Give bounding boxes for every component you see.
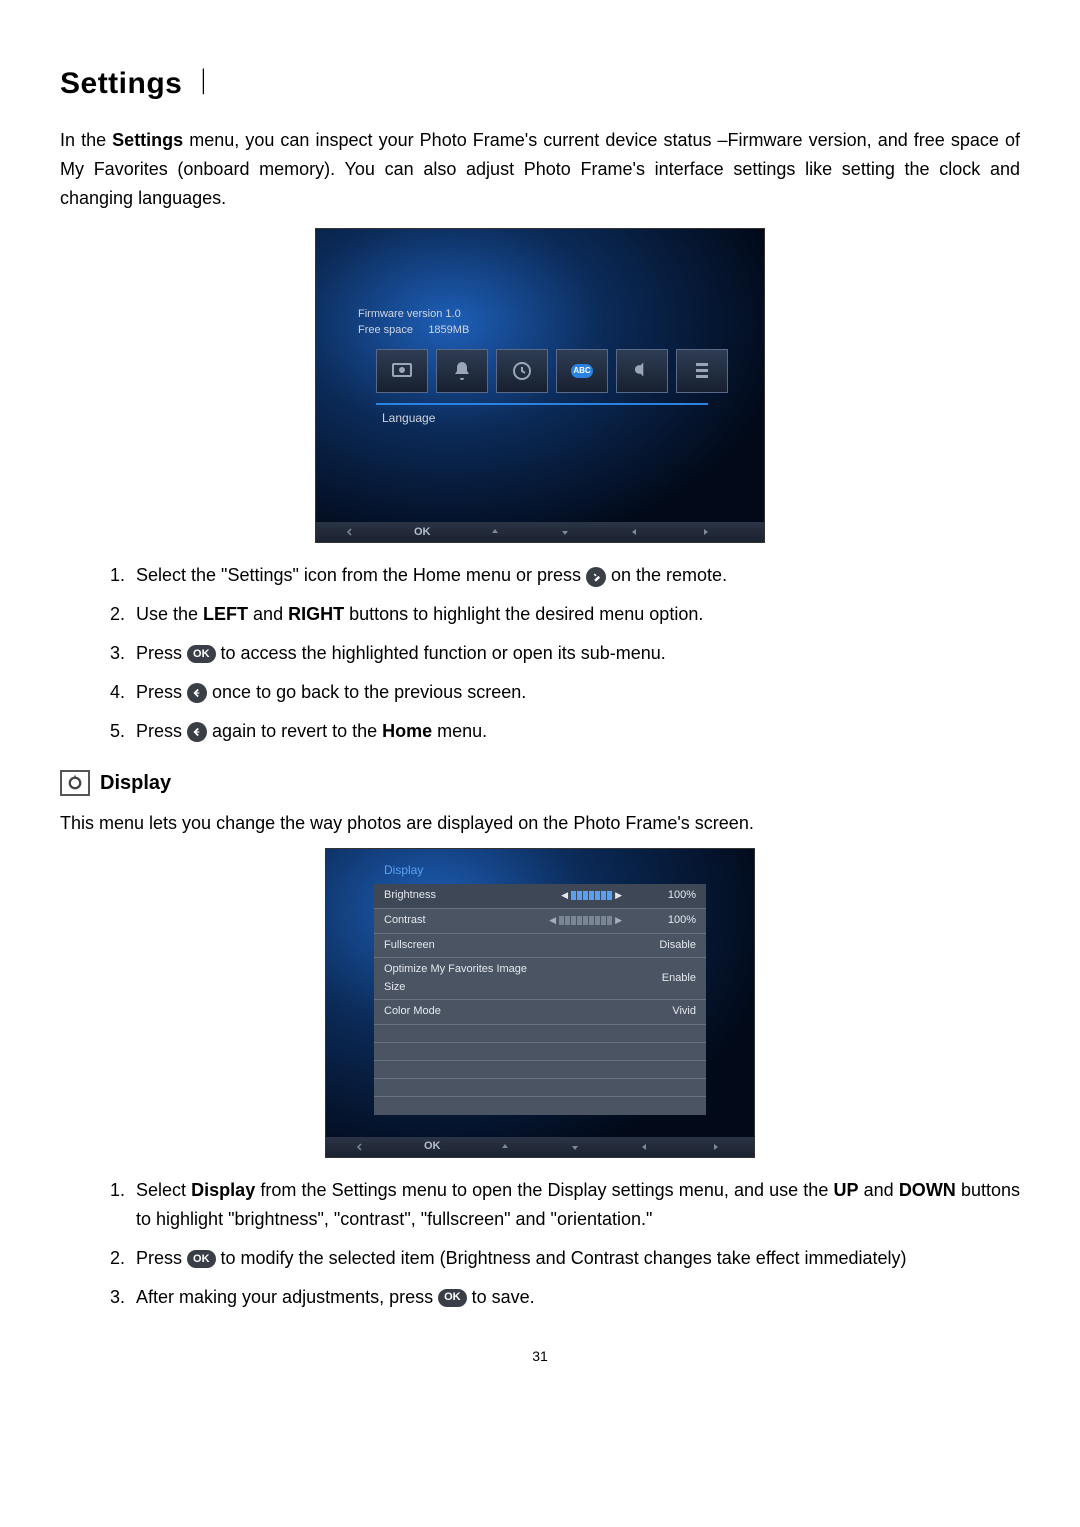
step-5: Press again to revert to the Home menu. [130, 717, 1020, 746]
display-settings-table: Brightness ◀ ▶ 100% Contrast ◀ [374, 884, 706, 1025]
right-arrow-icon [699, 526, 711, 538]
alarm-icon[interactable] [436, 349, 488, 393]
dstep-3: After making your adjustments, press OK … [130, 1283, 1020, 1312]
display-screenshot: Display Brightness ◀ ▶ 100% Contrast [325, 848, 755, 1158]
up-arrow-icon [499, 1141, 511, 1153]
ok-hint: OK [414, 524, 431, 542]
settings-remote-icon [586, 567, 606, 587]
row-contrast[interactable]: Contrast ◀ ▶ 100% [374, 908, 706, 933]
left-arrow-icon [639, 1141, 651, 1153]
step-4: Press once to go back to the previous sc… [130, 678, 1020, 707]
display-intro: This menu lets you change the way photos… [60, 809, 1020, 838]
row-fullscreen[interactable]: Fullscreen Disable [374, 933, 706, 958]
ok-button-icon: OK [187, 645, 216, 663]
settings-steps: Select the "Settings" icon from the Home… [60, 561, 1020, 745]
display-icon[interactable] [376, 349, 428, 393]
step-3: Press OK to access the highlighted funct… [130, 639, 1020, 668]
up-arrow-icon [489, 526, 501, 538]
right-arrow-icon [709, 1141, 721, 1153]
settings-icon-row: ABC [376, 349, 728, 393]
back-icon [344, 526, 356, 538]
page-title: Settings︱ [60, 60, 1020, 108]
step-1: Select the "Settings" icon from the Home… [130, 561, 1020, 590]
bottom-bar-2: OK [326, 1137, 754, 1157]
language-icon[interactable]: ABC [556, 349, 608, 393]
down-arrow-icon [569, 1141, 581, 1153]
ok-button-icon: OK [187, 1250, 216, 1268]
display-steps: Select Display from the Settings menu to… [60, 1176, 1020, 1311]
dstep-1: Select Display from the Settings menu to… [130, 1176, 1020, 1234]
contrast-slider[interactable]: ◀ ▶ [547, 913, 624, 927]
row-brightness[interactable]: Brightness ◀ ▶ 100% [374, 884, 706, 908]
firmware-block: Firmware version 1.0 Free space 1859MB [358, 307, 469, 338]
row-optimize[interactable]: Optimize My Favorites Image Size Enable [374, 958, 706, 1000]
language-label: Language [376, 403, 708, 428]
system-icon[interactable] [676, 349, 728, 393]
audio-icon[interactable] [616, 349, 668, 393]
display-section-heading: Display [60, 767, 1020, 799]
ds-title: Display [374, 859, 706, 884]
back-icon [354, 1141, 366, 1153]
ok-button-icon: OK [438, 1289, 467, 1307]
bottom-bar: OK [316, 522, 764, 542]
step-2: Use the LEFT and RIGHT buttons to highli… [130, 600, 1020, 629]
display-section-icon [60, 770, 90, 796]
left-arrow-icon [629, 526, 641, 538]
down-arrow-icon [559, 526, 571, 538]
settings-screenshot: Firmware version 1.0 Free space 1859MB A… [315, 228, 765, 543]
datetime-icon[interactable] [496, 349, 548, 393]
row-colormode[interactable]: Color Mode Vivid [374, 1000, 706, 1025]
page-number: 31 [60, 1345, 1020, 1367]
intro-paragraph: In the Settings menu, you can inspect yo… [60, 126, 1020, 212]
back-button-icon [187, 722, 207, 742]
back-button-icon [187, 683, 207, 703]
dstep-2: Press OK to modify the selected item (Br… [130, 1244, 1020, 1273]
brightness-slider[interactable]: ◀ ▶ [559, 888, 624, 902]
ok-hint: OK [424, 1138, 441, 1156]
